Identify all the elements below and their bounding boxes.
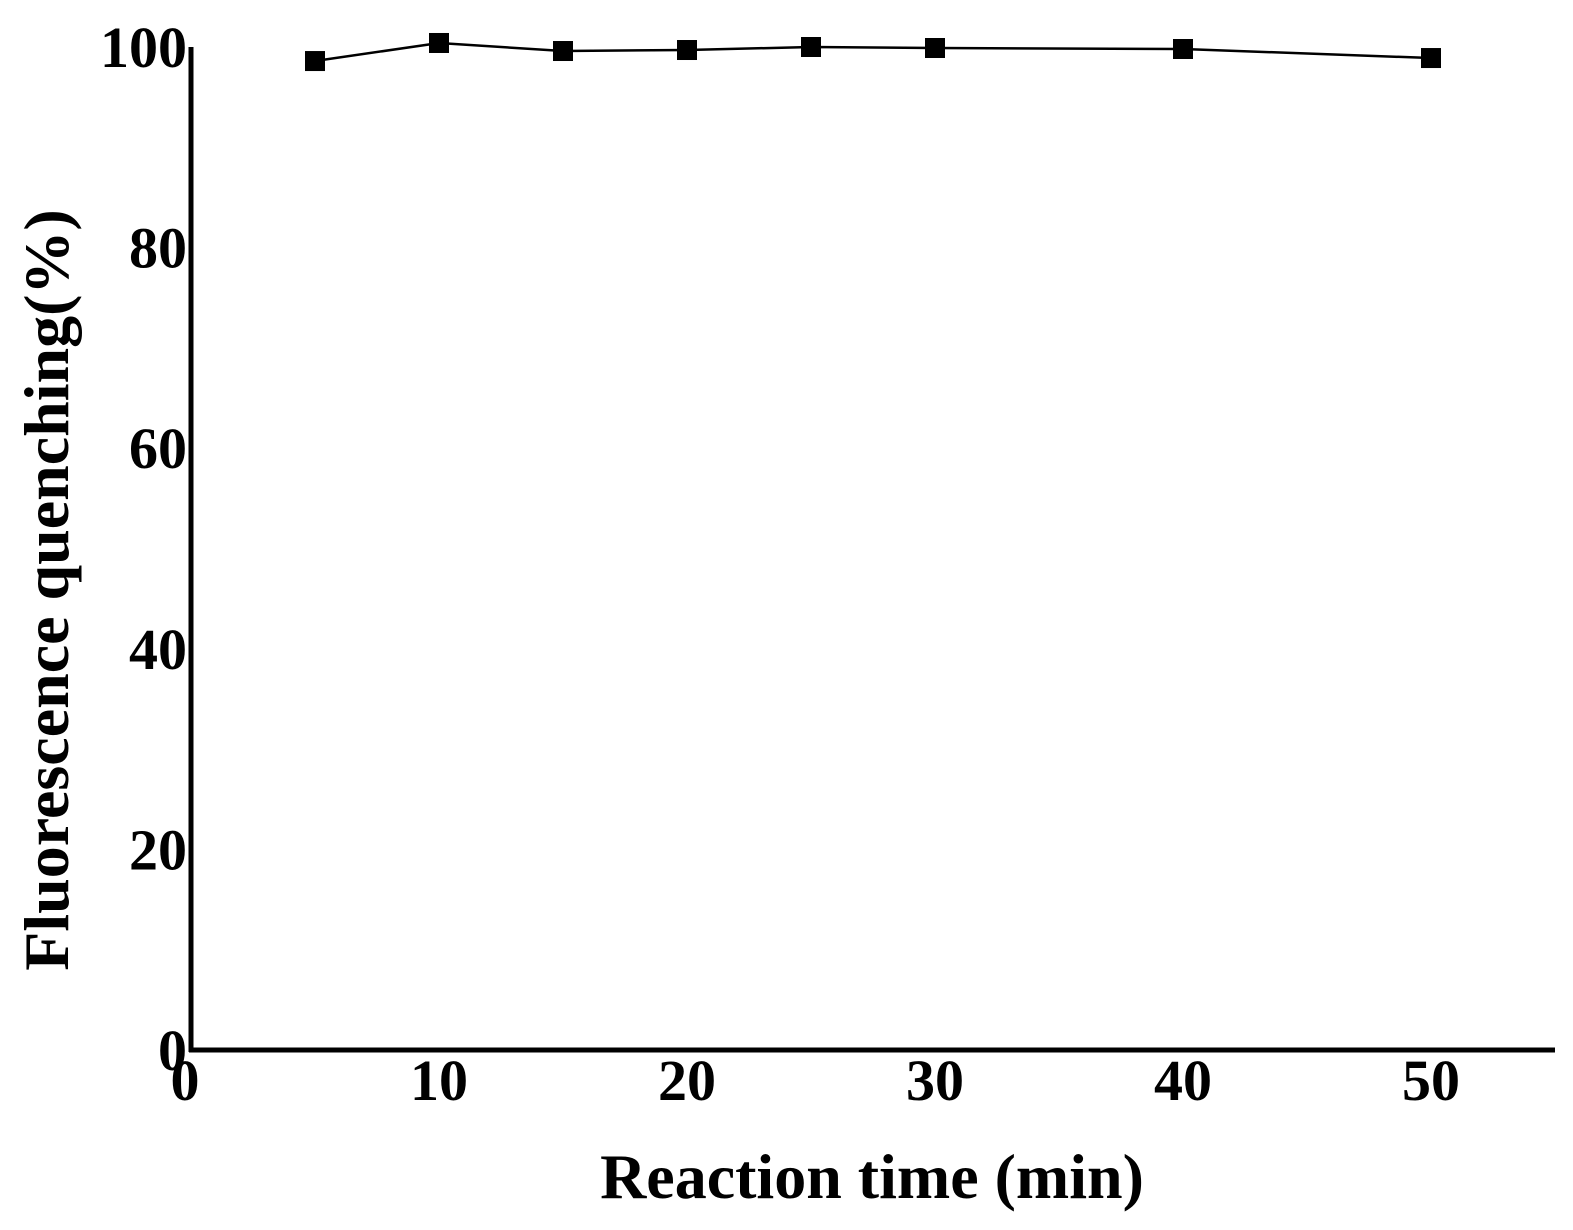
x-axis-ticks: 0 10 20 30 40 50 bbox=[171, 1048, 1461, 1113]
data-point-marker bbox=[925, 38, 945, 59]
data-point-marker bbox=[553, 41, 573, 62]
x-axis-title: Reaction time (min) bbox=[600, 1141, 1144, 1212]
y-tick-label: 20 bbox=[129, 817, 187, 882]
y-tick-label: 0 bbox=[158, 1018, 187, 1083]
x-tick-label: 10 bbox=[410, 1048, 468, 1113]
x-tick-label: 50 bbox=[1402, 1048, 1460, 1113]
data-point-marker bbox=[1173, 39, 1193, 60]
axes bbox=[188, 47, 1555, 1053]
data-point-marker bbox=[801, 37, 821, 57]
y-tick-label: 60 bbox=[129, 416, 187, 481]
y-axis-title: Fluorescence quenching(%) bbox=[11, 209, 82, 970]
series-line bbox=[314, 41, 1432, 63]
data-series bbox=[305, 32, 1441, 72]
y-tick-label: 40 bbox=[129, 617, 187, 682]
x-tick-label: 40 bbox=[1154, 1048, 1212, 1113]
x-tick-label: 30 bbox=[906, 1048, 964, 1113]
data-point-marker bbox=[1421, 48, 1441, 69]
data-point-marker bbox=[677, 40, 697, 61]
data-point-marker bbox=[305, 51, 325, 72]
y-tick-label: 80 bbox=[129, 216, 187, 281]
data-point-marker bbox=[429, 32, 449, 53]
x-tick-label: 0 bbox=[171, 1048, 200, 1113]
y-tick-label: 100 bbox=[100, 15, 187, 80]
x-tick-label: 20 bbox=[658, 1048, 716, 1113]
y-axis-ticks: 0 20 40 60 80 100 bbox=[100, 15, 187, 1083]
